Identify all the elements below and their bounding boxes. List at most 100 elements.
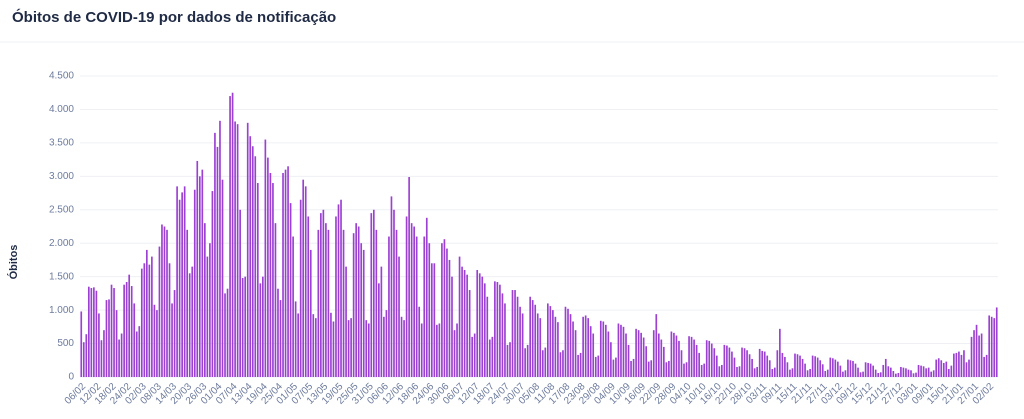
bar (932, 370, 935, 377)
bar (463, 269, 466, 377)
bar (610, 342, 612, 377)
bar (738, 366, 741, 377)
bar (995, 307, 998, 377)
bar (806, 370, 809, 377)
bar (826, 369, 829, 377)
bar (148, 264, 151, 377)
bar (950, 365, 953, 377)
bar (146, 249, 148, 377)
bar (365, 320, 368, 377)
bar (254, 156, 257, 377)
bar (410, 223, 413, 377)
bar (678, 340, 680, 377)
bar (166, 229, 168, 377)
bar (630, 360, 632, 377)
bar (87, 286, 90, 377)
bar (534, 304, 537, 377)
bar (241, 278, 244, 377)
bar (443, 239, 446, 377)
chart-title: Óbitos de COVID-19 por dados de notifica… (12, 8, 336, 26)
bar (531, 300, 534, 377)
bar (360, 243, 363, 377)
bar (408, 177, 410, 377)
bar (524, 348, 526, 377)
bar (514, 290, 516, 377)
bar (642, 337, 645, 377)
bar (151, 256, 153, 377)
bar (786, 362, 789, 377)
bar (451, 276, 453, 377)
bar (831, 358, 834, 377)
bar (511, 290, 514, 377)
bar (562, 350, 564, 377)
bar (821, 364, 824, 377)
bar (862, 371, 864, 377)
bar (130, 286, 133, 377)
bar (655, 314, 658, 377)
bar (244, 276, 247, 377)
bar (874, 369, 877, 377)
bar (837, 361, 839, 377)
bar (115, 310, 118, 377)
bar (466, 274, 468, 377)
bar (602, 321, 605, 377)
bar (206, 256, 209, 377)
bar (607, 331, 610, 377)
bar (756, 366, 758, 377)
bar (428, 243, 431, 377)
bar (320, 213, 322, 377)
bar (385, 310, 388, 377)
bar (685, 362, 688, 377)
bar (486, 296, 489, 377)
bar (304, 186, 307, 377)
bar (794, 353, 796, 377)
bar (504, 303, 506, 377)
bar (647, 361, 650, 377)
bar (731, 351, 733, 377)
bar (766, 355, 769, 377)
bar (198, 176, 201, 377)
bar (652, 330, 655, 377)
bar (557, 322, 559, 377)
bar (657, 333, 660, 377)
bar (282, 172, 284, 377)
bar (380, 266, 383, 377)
bar (907, 369, 910, 377)
bar (314, 318, 317, 377)
bar (942, 362, 945, 377)
bar (993, 318, 996, 377)
bar (196, 160, 199, 377)
bar (549, 306, 552, 377)
bar (436, 324, 438, 377)
bar (456, 323, 458, 377)
bar (665, 362, 668, 377)
bar (309, 249, 312, 377)
bar (884, 358, 887, 377)
bar (927, 367, 930, 377)
bar (453, 330, 456, 377)
bar (110, 284, 113, 377)
bar (188, 273, 191, 377)
bar (811, 355, 814, 377)
bar (594, 356, 597, 377)
bar (622, 326, 625, 377)
bar (383, 316, 385, 377)
bar (488, 339, 491, 377)
bar (801, 358, 804, 377)
bar (403, 320, 405, 377)
bar (879, 372, 882, 377)
bar (161, 224, 163, 377)
bar (118, 339, 120, 377)
bar (895, 373, 897, 377)
bar (700, 364, 703, 377)
bar (990, 316, 993, 377)
bar (224, 293, 226, 377)
bar (140, 268, 143, 377)
bar (499, 284, 501, 377)
bar (461, 266, 463, 377)
bar (935, 359, 938, 377)
bar (251, 146, 254, 377)
bar (625, 333, 627, 377)
bar (970, 336, 973, 377)
bar (544, 347, 547, 377)
